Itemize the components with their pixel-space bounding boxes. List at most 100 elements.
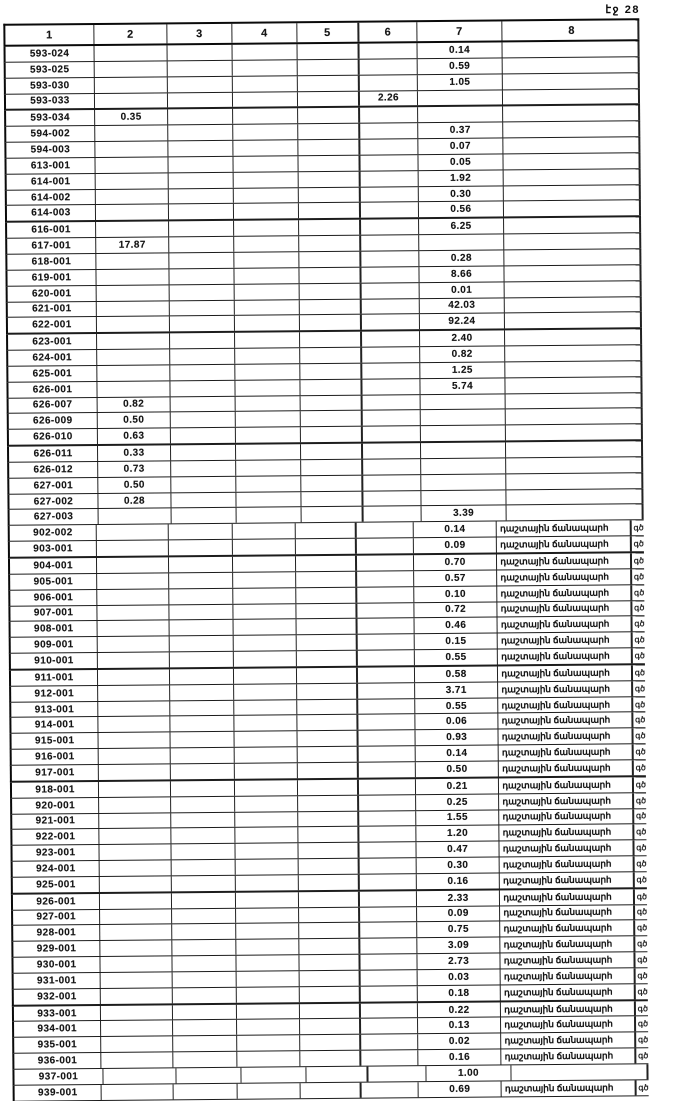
empty-cell <box>172 940 237 956</box>
empty-cell <box>503 105 641 122</box>
area-value-cell: 0.55 <box>414 649 499 666</box>
area-value-cell: 0.70 <box>413 554 498 571</box>
empty-cell <box>360 186 419 203</box>
empty-cell <box>506 457 644 474</box>
area-value-cell: 0.47 <box>416 841 500 858</box>
parcel-code-cell: 625-001 <box>8 365 98 382</box>
empty-cell <box>357 571 415 587</box>
area-value-cell: 0.30 <box>418 186 504 202</box>
parcel-code-cell: 904-001 <box>9 557 98 574</box>
area-value-cell: 0.72 <box>414 602 498 618</box>
empty-cell <box>359 810 417 827</box>
empty-cell <box>361 235 420 251</box>
area-value-cell: 0.21 <box>415 778 500 794</box>
empty-cell <box>360 938 418 954</box>
margin-fragment-text: գծ <box>635 747 646 757</box>
parcel-code-cell: 902-002 <box>9 525 98 541</box>
empty-cell <box>170 364 236 381</box>
empty-cell <box>358 698 416 715</box>
parcel-code-cell: 913-001 <box>11 701 99 718</box>
margin-fragment-text: գծ <box>635 763 646 773</box>
area-value-cell: 0.82 <box>97 396 171 413</box>
empty-cell <box>170 716 235 732</box>
land-use-note-cell: դաշտային ճանապարհ <box>501 984 636 1001</box>
empty-cell <box>170 763 235 780</box>
empty-cell <box>235 395 301 412</box>
empty-cell <box>95 141 169 157</box>
empty-cell <box>298 139 361 156</box>
empty-cell <box>172 924 236 940</box>
empty-cell <box>232 572 297 588</box>
margin-fragment-text: գծ <box>635 715 646 725</box>
margin-fragment-text: գծ <box>634 699 646 709</box>
empty-cell <box>233 715 298 732</box>
land-use-note-cell: դաշտային ճանապարհ <box>497 632 633 649</box>
area-value-cell: 0.93 <box>415 729 499 746</box>
empty-cell <box>357 555 415 571</box>
empty-cell <box>94 45 168 61</box>
parcel-code-cell: 924-001 <box>12 861 101 877</box>
parcel-code-cell: 915-001 <box>11 733 99 749</box>
empty-cell <box>300 1035 362 1051</box>
empty-cell <box>235 332 301 348</box>
empty-cell <box>95 204 170 221</box>
empty-cell <box>300 1003 362 1019</box>
land-use-note-cell: դաշտային ճանապարհ <box>500 936 636 953</box>
empty-cell <box>362 394 421 411</box>
empty-cell <box>171 492 237 508</box>
empty-cell <box>300 395 363 411</box>
empty-cell <box>505 392 643 409</box>
empty-cell <box>299 299 362 315</box>
column-header: 4 <box>232 23 298 43</box>
parcel-code-cell: 920-001 <box>12 797 100 814</box>
area-value-cell: 0.07 <box>418 138 504 155</box>
empty-cell <box>235 923 300 940</box>
parcel-code-cell: 935-001 <box>14 1037 102 1053</box>
empty-cell <box>360 906 418 923</box>
empty-cell <box>503 168 641 186</box>
empty-cell <box>360 123 419 139</box>
parcel-code-cell: 927-001 <box>13 909 101 926</box>
empty-cell <box>298 811 360 827</box>
empty-cell <box>298 842 360 859</box>
parcel-code-cell: 593-025 <box>5 61 95 78</box>
area-value-cell: 0.15 <box>414 633 499 650</box>
empty-cell <box>236 1051 301 1067</box>
parcel-code-cell: 627-002 <box>9 493 99 510</box>
empty-cell <box>95 188 169 205</box>
empty-cell <box>234 763 299 779</box>
area-value-cell: 2.73 <box>417 953 501 970</box>
empty-cell <box>298 187 361 203</box>
empty-cell <box>170 396 236 412</box>
area-value-cell: 0.28 <box>419 250 505 266</box>
empty-cell <box>505 441 644 458</box>
empty-cell <box>505 424 643 441</box>
land-use-note-cell: դաշտային ճանապարհ <box>499 808 635 825</box>
parcel-code-cell: 916-001 <box>11 749 100 765</box>
empty-cell <box>101 1020 173 1037</box>
empty-cell <box>236 475 302 492</box>
empty-cell <box>300 1082 362 1098</box>
empty-cell <box>361 1050 419 1066</box>
area-value-cell: 0.33 <box>97 445 172 461</box>
area-value-cell: 8.66 <box>419 266 505 282</box>
parcel-code-cell: 627-003 <box>9 509 99 526</box>
empty-cell <box>233 124 299 140</box>
empty-cell <box>299 251 362 268</box>
empty-cell <box>357 634 415 650</box>
empty-cell <box>169 588 233 604</box>
empty-cell <box>235 907 300 924</box>
empty-cell <box>232 60 298 76</box>
empty-cell <box>233 684 298 700</box>
empty-cell <box>296 619 358 635</box>
margin-fragment-text: գծ <box>635 731 646 741</box>
empty-cell <box>167 44 233 61</box>
empty-cell <box>358 682 416 699</box>
area-value-cell: 2.40 <box>420 330 506 347</box>
empty-cell <box>235 939 300 955</box>
margin-fragment-text: գծ <box>638 1051 649 1061</box>
parcel-code-cell: 614-003 <box>6 205 97 222</box>
parcel-code-cell: 921-001 <box>12 813 100 830</box>
empty-cell <box>296 538 358 555</box>
empty-cell <box>100 908 173 925</box>
